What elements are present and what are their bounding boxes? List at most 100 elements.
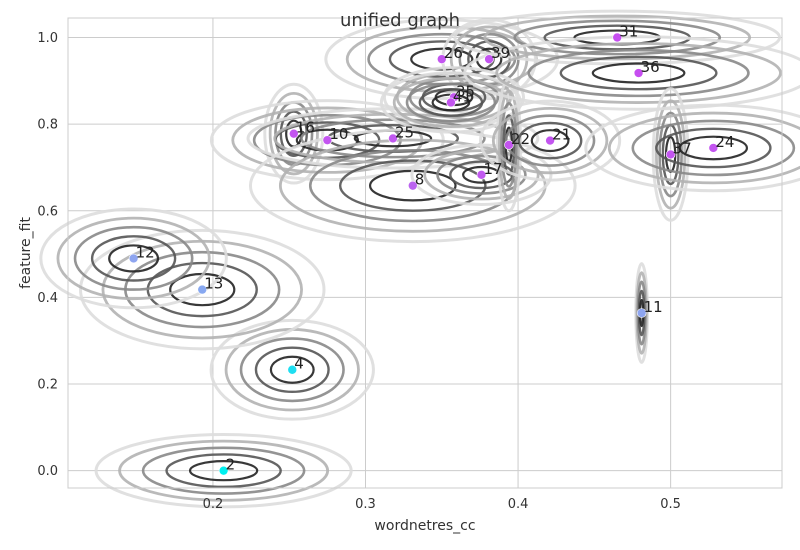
density-contour [584,103,800,193]
density-contour [254,346,330,394]
density-contour [498,89,520,201]
data-point [436,54,447,64]
data-point [446,97,456,108]
density-contour [263,82,325,185]
point-label: 17 [483,160,502,178]
data-point [545,135,555,146]
density-contour [591,62,686,84]
x-tick-label: 0.2 [203,497,224,512]
point-label: 39 [491,44,510,62]
density-contour [79,228,326,351]
point-label: 37 [673,139,692,157]
points-layer [128,32,719,476]
x-tick-label: 0.5 [660,497,681,512]
density-contour [269,355,315,384]
point-label: 10 [329,125,348,143]
data-point [288,128,299,139]
density-contour [379,71,523,134]
point-label: 24 [715,133,734,151]
density-contour [268,91,319,176]
density-contour [678,135,749,161]
chart-title: unified graph [340,10,460,31]
data-point [633,68,644,78]
density-contour [500,102,518,188]
density-contour [73,225,194,291]
density-contour [324,18,560,101]
density-contour [483,14,752,61]
density-contour [463,35,800,111]
point-label: 4 [294,355,304,373]
y-tick-label: 0.6 [37,204,58,219]
data-point [504,140,514,150]
density-contour [631,119,796,177]
data-point [636,308,647,318]
density-contour [56,216,211,301]
density-contour [559,55,718,91]
density-contour [491,106,609,175]
density-contour [338,159,487,212]
x-tick-label: 0.3 [355,497,376,512]
density-contour [502,114,516,176]
density-contour [239,337,345,403]
density-contour [188,460,259,482]
point-label: 21 [552,126,571,144]
point-label: 41 [453,87,472,105]
density-contour [39,207,228,310]
density-contour [527,48,750,98]
point-label: 16 [296,119,315,137]
density-contour [655,127,772,169]
y-tick-label: 0.8 [37,118,58,133]
point-label: 35 [456,82,475,100]
point-label: 2 [226,456,236,474]
data-point [388,133,398,144]
point-label: 26 [444,44,463,62]
density-contour [513,19,722,56]
data-point [665,149,676,160]
density-contour [94,432,353,509]
density-contour [405,82,497,123]
point-label: 8 [415,171,425,189]
y-tick-label: 1.0 [37,31,58,46]
density-contour [607,111,800,185]
point-label: 31 [619,22,638,40]
data-point [287,364,298,375]
point-label: 36 [641,58,660,76]
x-tick-label: 0.4 [508,497,529,512]
density-contour [436,154,527,195]
point-label: 12 [136,243,155,261]
data-point [407,180,418,191]
density-contour [246,107,540,170]
density-contour [90,235,177,282]
x-axis-label: wordnetres_cc [374,518,475,534]
data-point [218,465,229,476]
y-tick-label: 0.0 [37,464,58,479]
density-contour [118,439,330,502]
density-contour [530,129,570,153]
contour-layer [39,9,800,509]
density-contour [418,88,484,117]
y-tick-label: 0.4 [37,291,58,306]
density-contour [495,42,782,104]
density-contour [141,446,306,495]
density-contour [108,244,160,273]
density-contour [517,121,583,160]
y-axis-label: feature_fit [18,217,34,289]
density-contour [479,99,622,182]
tick-labels: 0.2 0.3 0.4 0.5 0.0 0.2 0.4 0.6 0.8 1.0 [37,31,681,512]
density-contour [209,318,375,421]
data-point [476,170,487,180]
point-label: 11 [644,298,663,316]
data-point [197,284,208,295]
density-contour [165,453,282,489]
point-label: 25 [395,123,414,141]
plot-frame [67,17,783,489]
point-label: 13 [204,275,223,293]
point-label: 22 [511,130,530,148]
data-point [128,253,139,264]
density-contour [248,128,577,244]
density-contour [504,114,596,167]
data-point [708,143,719,153]
y-tick-label: 0.2 [37,378,58,393]
